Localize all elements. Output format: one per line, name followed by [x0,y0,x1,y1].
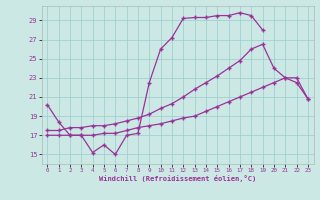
X-axis label: Windchill (Refroidissement éolien,°C): Windchill (Refroidissement éolien,°C) [99,175,256,182]
